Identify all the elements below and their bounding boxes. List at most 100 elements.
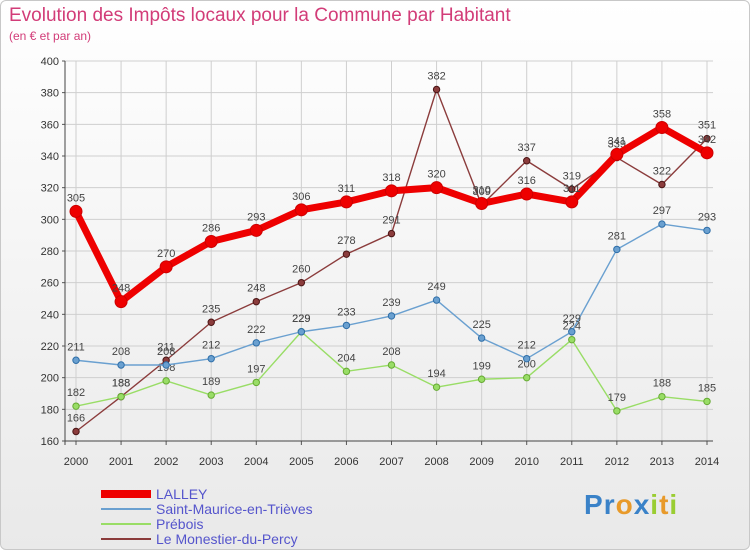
y-tick-label: 360 — [41, 119, 59, 131]
data-point-saint-maurice-en-trieves — [207, 354, 215, 363]
logo-letter: i — [669, 489, 679, 520]
x-tick-label: 2013 — [650, 456, 674, 468]
data-point-prebois — [613, 407, 621, 415]
data-label-saint-maurice-en-trieves: 297 — [653, 205, 671, 217]
data-point-prebois — [477, 375, 486, 383]
data-label-lalley: 310 — [472, 185, 490, 197]
data-point-saint-maurice-en-trieves — [72, 356, 80, 364]
data-label-saint-maurice-en-trieves: 229 — [563, 313, 581, 325]
data-label-prebois: 179 — [608, 392, 626, 404]
data-point-saint-maurice-en-trieves — [432, 296, 441, 304]
data-point-lalley — [204, 235, 218, 248]
data-label-saint-maurice-en-trieves: 208 — [157, 346, 175, 358]
data-label-saint-maurice-en-trieves: 229 — [292, 313, 310, 325]
data-label-lalley: 342 — [698, 134, 716, 146]
data-point-saint-maurice-en-trieves — [162, 361, 170, 369]
data-label-lalley: 320 — [427, 169, 445, 181]
data-label-prebois: 229 — [292, 313, 310, 325]
data-label-lalley: 293 — [247, 211, 265, 223]
logo-letter: o — [615, 489, 634, 520]
data-point-saint-maurice-en-trieves — [477, 334, 486, 342]
data-point-le-monestier-du-percy — [432, 85, 441, 94]
data-label-prebois: 204 — [337, 352, 355, 364]
data-point-le-monestier-du-percy — [207, 318, 215, 326]
data-label-saint-maurice-en-trieves: 281 — [608, 230, 626, 242]
data-label-saint-maurice-en-trieves: 293 — [698, 211, 716, 223]
data-point-saint-maurice-en-trieves — [658, 220, 666, 228]
data-label-lalley: 341 — [608, 135, 626, 147]
data-label-le-monestier-du-percy: 322 — [653, 166, 671, 178]
x-tick-label: 2007 — [379, 456, 403, 468]
data-label-saint-maurice-en-trieves: 211 — [67, 341, 85, 353]
data-point-lalley — [520, 187, 534, 201]
data-point-prebois — [523, 373, 531, 382]
data-label-prebois: 199 — [472, 360, 490, 372]
data-point-le-monestier-du-percy — [252, 297, 260, 306]
logo-letter: x — [633, 489, 651, 520]
data-label-prebois: 185 — [698, 382, 716, 394]
x-tick-label: 2005 — [289, 456, 313, 468]
x-tick-label: 2001 — [109, 456, 133, 468]
x-tick-label: 2009 — [469, 456, 493, 468]
logo-letter: i — [650, 489, 660, 520]
data-point-le-monestier-du-percy — [568, 185, 576, 193]
logo-letter: r — [603, 489, 616, 520]
y-tick-label: 180 — [41, 404, 59, 416]
data-label-le-monestier-du-percy: 319 — [563, 170, 581, 182]
x-tick-label: 2011 — [560, 456, 584, 468]
data-point-prebois — [387, 361, 396, 369]
data-point-prebois — [342, 367, 351, 376]
data-label-saint-maurice-en-trieves: 233 — [337, 306, 355, 318]
data-point-lalley — [610, 147, 624, 161]
data-label-le-monestier-du-percy: 260 — [292, 264, 310, 276]
data-point-prebois — [72, 402, 80, 410]
data-label-lalley: 270 — [157, 248, 175, 260]
data-point-le-monestier-du-percy — [297, 278, 306, 287]
data-point-prebois — [703, 397, 711, 406]
chart-subtitle: (en € et par an) — [9, 29, 92, 43]
data-label-prebois: 208 — [382, 346, 400, 358]
y-tick-label: 160 — [41, 436, 59, 448]
data-point-prebois — [162, 377, 170, 385]
data-label-prebois: 188 — [112, 378, 130, 390]
x-tick-label: 2000 — [64, 456, 88, 468]
chart-title: Evolution des Impôts locaux pour la Comm… — [9, 5, 511, 26]
data-point-prebois — [252, 378, 260, 387]
data-label-le-monestier-du-percy: 291 — [382, 215, 400, 227]
legend-label: Le Monestier-du-Percy — [156, 531, 298, 547]
data-label-prebois: 197 — [247, 363, 265, 375]
data-label-lalley: 248 — [112, 283, 130, 295]
data-label-prebois: 182 — [67, 387, 85, 399]
data-point-saint-maurice-en-trieves — [387, 312, 396, 320]
data-label-lalley: 305 — [67, 192, 85, 204]
y-tick-label: 400 — [41, 56, 59, 68]
proxiti-logo: Proxiti — [584, 489, 678, 521]
data-point-saint-maurice-en-trieves — [117, 361, 125, 369]
data-label-prebois: 189 — [202, 376, 220, 388]
data-label-lalley: 358 — [653, 109, 671, 121]
data-point-lalley — [430, 181, 444, 195]
data-point-saint-maurice-en-trieves — [613, 245, 621, 254]
data-point-saint-maurice-en-trieves — [703, 226, 711, 235]
data-point-lalley — [114, 295, 128, 309]
data-point-prebois — [207, 391, 215, 399]
data-label-lalley: 318 — [382, 172, 400, 184]
data-point-prebois — [658, 392, 666, 401]
data-point-lalley — [159, 260, 173, 274]
data-point-prebois — [568, 335, 576, 344]
data-point-prebois — [117, 392, 125, 401]
x-tick-label: 2010 — [514, 456, 538, 468]
data-label-prebois: 188 — [653, 378, 671, 390]
data-point-saint-maurice-en-trieves — [568, 328, 576, 336]
data-point-lalley — [475, 197, 489, 210]
data-label-le-monestier-du-percy: 351 — [698, 120, 716, 132]
data-label-lalley: 316 — [518, 175, 536, 187]
y-tick-label: 340 — [41, 151, 59, 163]
data-point-le-monestier-du-percy — [658, 180, 666, 189]
y-tick-label: 320 — [41, 183, 59, 195]
data-label-lalley: 286 — [202, 223, 220, 235]
data-point-saint-maurice-en-trieves — [252, 339, 260, 347]
data-point-saint-maurice-en-trieves — [342, 321, 351, 330]
